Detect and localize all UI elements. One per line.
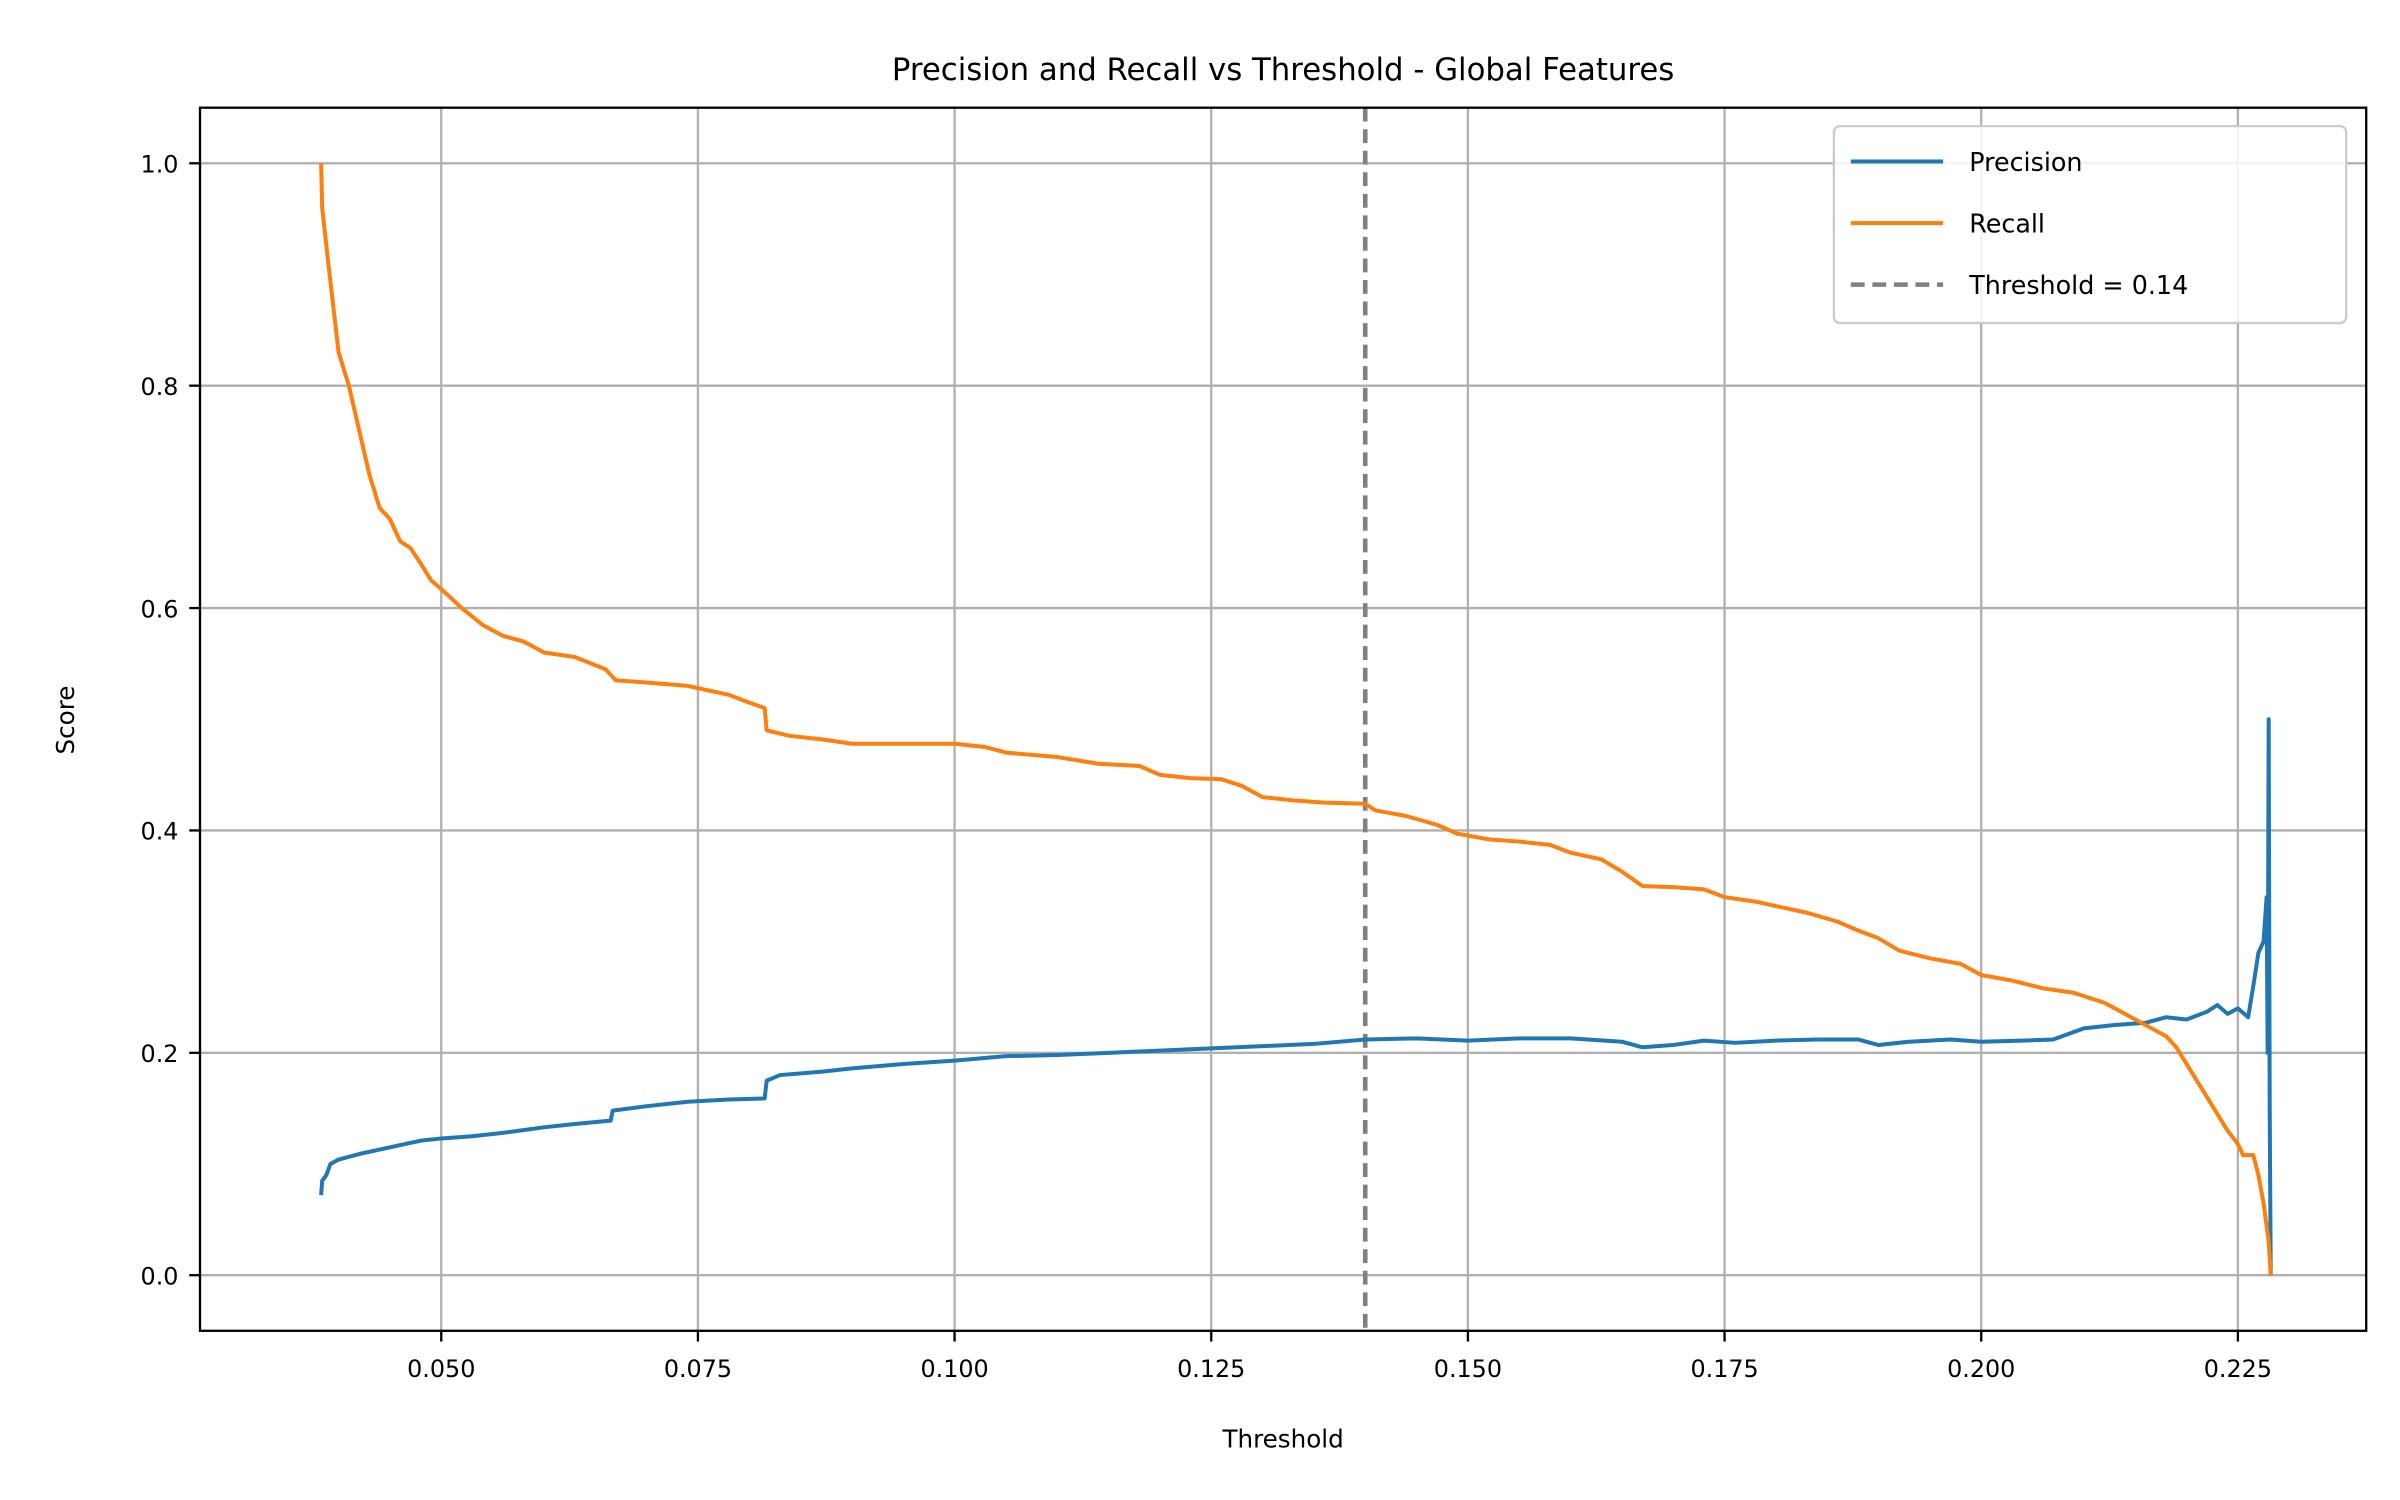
legend-threshold-label: Threshold = 0.14 xyxy=(1968,270,2188,300)
y-axis-label: Score xyxy=(51,686,80,755)
x-tick-label: 0.100 xyxy=(920,1355,988,1383)
y-tick-label: 0.0 xyxy=(141,1262,179,1290)
chart-title: Precision and Recall vs Threshold - Glob… xyxy=(892,52,1674,88)
x-tick-label: 0.175 xyxy=(1690,1355,1758,1383)
x-tick-label: 0.225 xyxy=(2204,1355,2272,1383)
plot-frame xyxy=(198,106,2368,1332)
x-tick-label: 0.075 xyxy=(664,1355,732,1383)
x-tick-layer: 0.050 0.075 0.100 0.125 0.150 0.175 0.200 0.225 xyxy=(407,1330,2272,1383)
precision-line xyxy=(319,717,2273,1276)
legend: Precision Recall Threshold = 0.14 xyxy=(1832,125,2348,325)
recall-line xyxy=(319,163,2273,1276)
legend-recall-label: Recall xyxy=(1969,208,2045,238)
legend-precision-label: Precision xyxy=(1969,147,2082,177)
y-tick-label: 0.4 xyxy=(141,818,179,846)
x-tick-label: 0.200 xyxy=(1947,1355,2015,1383)
y-tick-label: 0.8 xyxy=(141,373,179,401)
y-tick-label: 1.0 xyxy=(141,151,179,179)
y-tick-layer: 0.0 0.2 0.4 0.6 0.8 1.0 xyxy=(141,151,201,1290)
legend-box xyxy=(1832,125,2348,325)
x-axis-label: Threshold xyxy=(1221,1425,1343,1454)
x-tick-label: 0.125 xyxy=(1177,1355,1245,1383)
x-tick-label: 0.050 xyxy=(407,1355,475,1383)
y-tick-label: 0.2 xyxy=(141,1040,179,1068)
y-tick-label: 0.6 xyxy=(141,595,179,623)
x-tick-label: 0.150 xyxy=(1434,1355,1502,1383)
